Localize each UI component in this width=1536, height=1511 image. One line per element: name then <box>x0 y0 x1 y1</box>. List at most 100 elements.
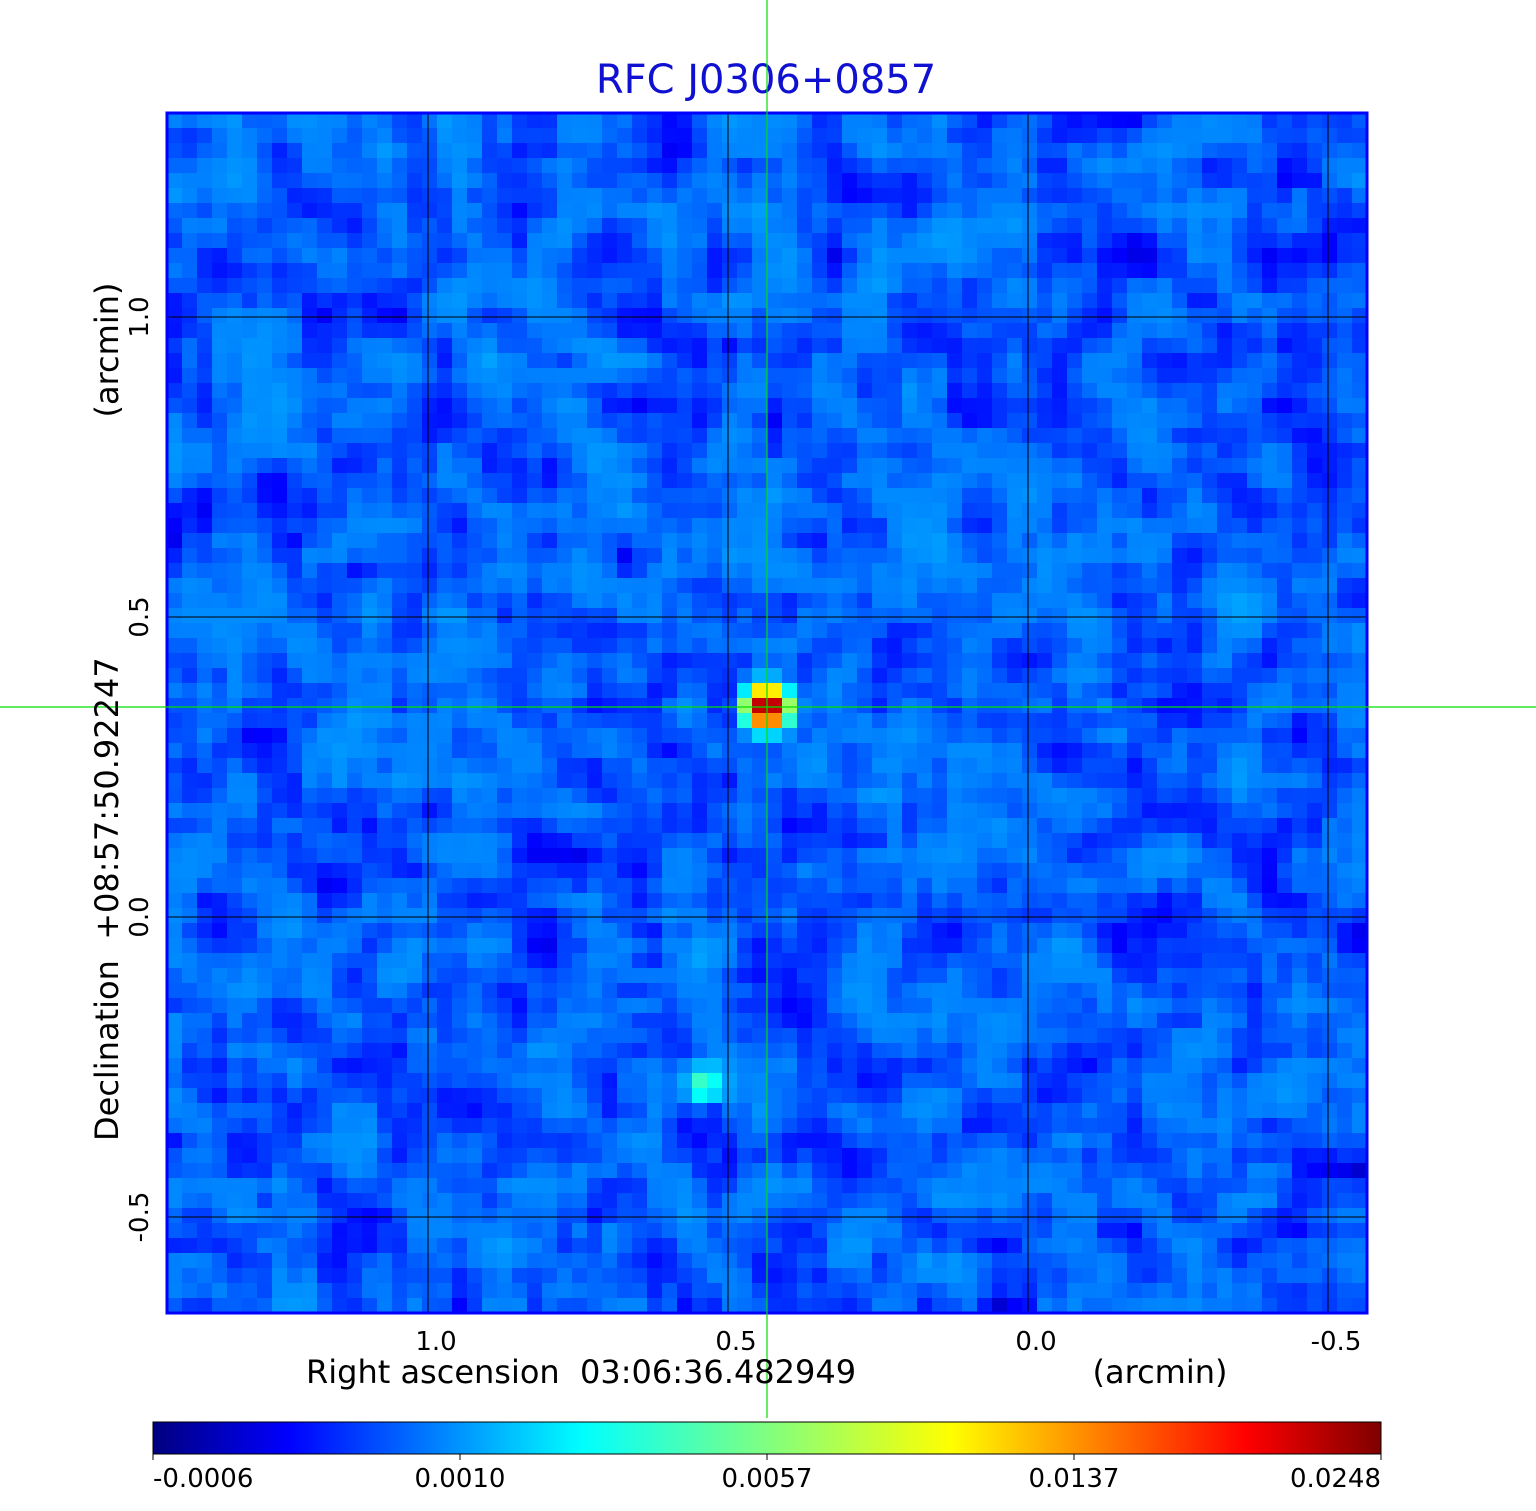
image-pixel <box>377 728 393 744</box>
image-pixel <box>407 638 423 654</box>
image-pixel <box>617 338 633 354</box>
image-pixel <box>812 263 828 279</box>
image-pixel <box>1337 1013 1353 1029</box>
image-pixel <box>842 293 858 309</box>
image-pixel <box>347 323 363 339</box>
image-pixel <box>707 863 723 879</box>
image-pixel <box>1307 908 1323 924</box>
image-pixel <box>272 488 288 504</box>
image-pixel <box>632 548 648 564</box>
image-pixel <box>1037 218 1053 234</box>
image-pixel <box>812 758 828 774</box>
image-pixel <box>1187 788 1203 804</box>
image-pixel <box>1142 218 1158 234</box>
image-pixel <box>437 578 453 594</box>
image-pixel <box>902 323 918 339</box>
image-pixel <box>482 293 498 309</box>
image-pixel <box>257 563 273 579</box>
image-pixel <box>812 353 828 369</box>
image-pixel <box>842 878 858 894</box>
image-pixel <box>212 383 228 399</box>
image-pixel <box>962 698 978 714</box>
image-pixel <box>1232 173 1248 189</box>
image-pixel <box>1202 218 1218 234</box>
image-pixel <box>1247 158 1263 174</box>
image-pixel <box>602 803 618 819</box>
image-pixel <box>497 608 513 624</box>
image-pixel <box>1067 488 1083 504</box>
image-pixel <box>182 923 198 939</box>
image-pixel <box>422 368 438 384</box>
image-pixel <box>1022 368 1038 384</box>
image-pixel <box>842 578 858 594</box>
image-pixel <box>1322 218 1338 234</box>
image-pixel <box>182 293 198 309</box>
image-pixel <box>677 233 693 249</box>
image-pixel <box>752 743 768 759</box>
image-pixel <box>272 938 288 954</box>
image-pixel <box>1097 908 1113 924</box>
image-pixel <box>332 668 348 684</box>
image-pixel <box>797 653 813 669</box>
image-pixel <box>542 698 558 714</box>
image-pixel <box>1247 353 1263 369</box>
image-pixel <box>1187 308 1203 324</box>
image-pixel <box>542 833 558 849</box>
image-pixel <box>422 773 438 789</box>
image-pixel <box>407 323 423 339</box>
image-pixel <box>287 248 303 264</box>
image-pixel <box>1337 893 1353 909</box>
image-pixel <box>1082 308 1098 324</box>
image-pixel <box>302 188 318 204</box>
image-pixel <box>392 1043 408 1059</box>
image-pixel <box>467 248 483 264</box>
image-pixel <box>1172 968 1188 984</box>
image-pixel <box>1247 398 1263 414</box>
image-pixel <box>317 698 333 714</box>
image-pixel <box>872 263 888 279</box>
image-pixel <box>752 623 768 639</box>
image-pixel <box>182 113 198 129</box>
image-pixel <box>617 308 633 324</box>
image-pixel <box>662 833 678 849</box>
image-pixel <box>737 278 753 294</box>
image-pixel <box>362 848 378 864</box>
image-pixel <box>407 1028 423 1044</box>
image-pixel <box>1307 803 1323 819</box>
image-pixel <box>752 353 768 369</box>
image-pixel <box>167 503 183 519</box>
image-pixel <box>662 263 678 279</box>
image-pixel <box>512 158 528 174</box>
image-pixel <box>1322 818 1338 834</box>
image-pixel <box>272 263 288 279</box>
image-pixel <box>677 128 693 144</box>
image-pixel <box>647 593 663 609</box>
image-pixel <box>662 458 678 474</box>
image-pixel <box>962 728 978 744</box>
image-pixel <box>782 743 798 759</box>
image-pixel <box>827 263 843 279</box>
image-pixel <box>227 443 243 459</box>
image-pixel <box>887 1013 903 1029</box>
image-pixel <box>272 713 288 729</box>
image-pixel <box>737 113 753 129</box>
image-pixel <box>227 593 243 609</box>
image-pixel <box>1202 623 1218 639</box>
image-pixel <box>707 893 723 909</box>
image-pixel <box>1112 818 1128 834</box>
image-pixel <box>542 593 558 609</box>
image-pixel <box>752 593 768 609</box>
image-pixel <box>782 488 798 504</box>
image-pixel <box>317 623 333 639</box>
image-pixel <box>767 143 783 159</box>
image-pixel <box>1247 308 1263 324</box>
image-pixel <box>1262 353 1278 369</box>
image-pixel <box>1352 248 1368 264</box>
image-pixel <box>437 338 453 354</box>
image-pixel <box>317 968 333 984</box>
image-pixel <box>287 518 303 534</box>
image-pixel <box>1292 773 1308 789</box>
image-pixel <box>947 848 963 864</box>
image-pixel <box>347 863 363 879</box>
image-pixel <box>947 473 963 489</box>
